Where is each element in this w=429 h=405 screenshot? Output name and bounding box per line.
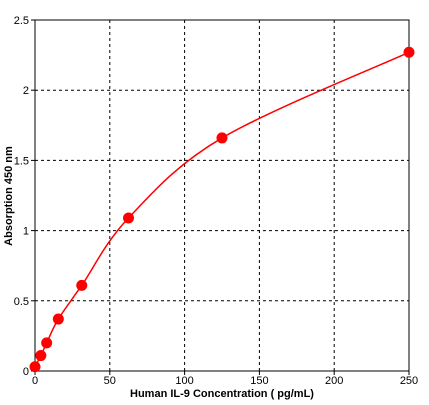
data-point	[41, 337, 53, 349]
x-tick-label: 150	[250, 375, 268, 387]
data-points	[29, 46, 415, 373]
y-tick-label: 2	[23, 85, 29, 97]
y-tick-label: 0.5	[14, 296, 29, 308]
data-point	[216, 132, 228, 144]
x-tick-label: 250	[400, 375, 418, 387]
y-tick-label: 1	[23, 226, 29, 238]
x-tick-label: 50	[104, 375, 116, 387]
y-axis-title: Absorption 450 nm	[3, 146, 15, 246]
x-axis-title: Human IL-9 Concentration ( pg/mL)	[130, 388, 314, 400]
x-tick-label: 100	[175, 375, 193, 387]
x-tick-label: 0	[32, 375, 38, 387]
y-tick-label: 0	[23, 366, 29, 378]
axis-ticks: 0 50 100 150 200 250 0 0.5 1 1.5 2 2.5	[14, 15, 418, 387]
data-point	[29, 361, 41, 373]
data-point	[76, 279, 88, 291]
y-tick-label: 2.5	[14, 15, 29, 27]
x-tick-label: 200	[325, 375, 343, 387]
data-point	[52, 313, 64, 325]
y-tick-label: 1.5	[14, 155, 29, 167]
data-point	[35, 350, 47, 362]
plot-frame	[34, 19, 410, 372]
data-point	[123, 212, 134, 224]
data-point	[403, 46, 415, 58]
grid	[35, 20, 409, 371]
